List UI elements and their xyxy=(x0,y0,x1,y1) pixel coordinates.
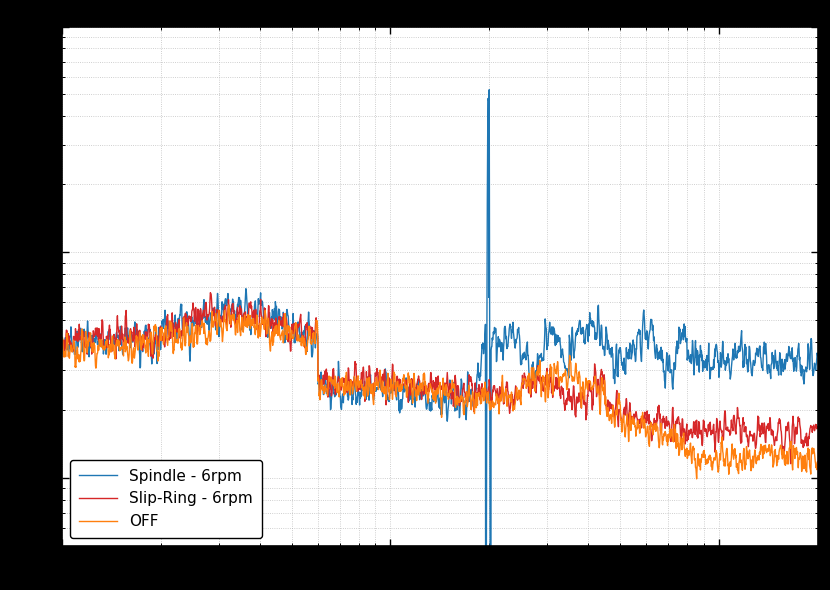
Slip-Ring - 6rpm xyxy=(786,460,796,467)
OFF xyxy=(405,378,415,385)
OFF xyxy=(792,444,802,451)
OFF xyxy=(224,301,234,309)
Slip-Ring - 6rpm xyxy=(57,336,67,343)
Spindle - 6rpm xyxy=(404,392,414,399)
OFF xyxy=(57,335,67,342)
Slip-Ring - 6rpm xyxy=(95,331,105,338)
Legend: Spindle - 6rpm, Slip-Ring - 6rpm, OFF: Spindle - 6rpm, Slip-Ring - 6rpm, OFF xyxy=(70,460,262,538)
Spindle - 6rpm xyxy=(484,86,494,93)
Line: OFF: OFF xyxy=(62,305,818,479)
OFF xyxy=(425,382,435,389)
Spindle - 6rpm xyxy=(792,368,802,375)
Slip-Ring - 6rpm xyxy=(405,380,415,387)
Slip-Ring - 6rpm xyxy=(792,426,802,433)
Slip-Ring - 6rpm xyxy=(791,424,801,431)
Line: Slip-Ring - 6rpm: Slip-Ring - 6rpm xyxy=(62,293,818,464)
Spindle - 6rpm xyxy=(813,352,823,359)
Slip-Ring - 6rpm xyxy=(205,289,215,296)
Spindle - 6rpm xyxy=(652,356,662,363)
OFF xyxy=(95,343,105,350)
Spindle - 6rpm xyxy=(95,331,105,338)
Spindle - 6rpm xyxy=(57,335,67,342)
Slip-Ring - 6rpm xyxy=(425,384,435,391)
Slip-Ring - 6rpm xyxy=(813,423,823,430)
OFF xyxy=(652,423,662,430)
Slip-Ring - 6rpm xyxy=(652,417,662,424)
Line: Spindle - 6rpm: Spindle - 6rpm xyxy=(62,90,818,590)
OFF xyxy=(691,476,701,483)
Spindle - 6rpm xyxy=(791,361,801,368)
OFF xyxy=(813,458,823,465)
Spindle - 6rpm xyxy=(424,407,434,414)
OFF xyxy=(791,451,801,458)
